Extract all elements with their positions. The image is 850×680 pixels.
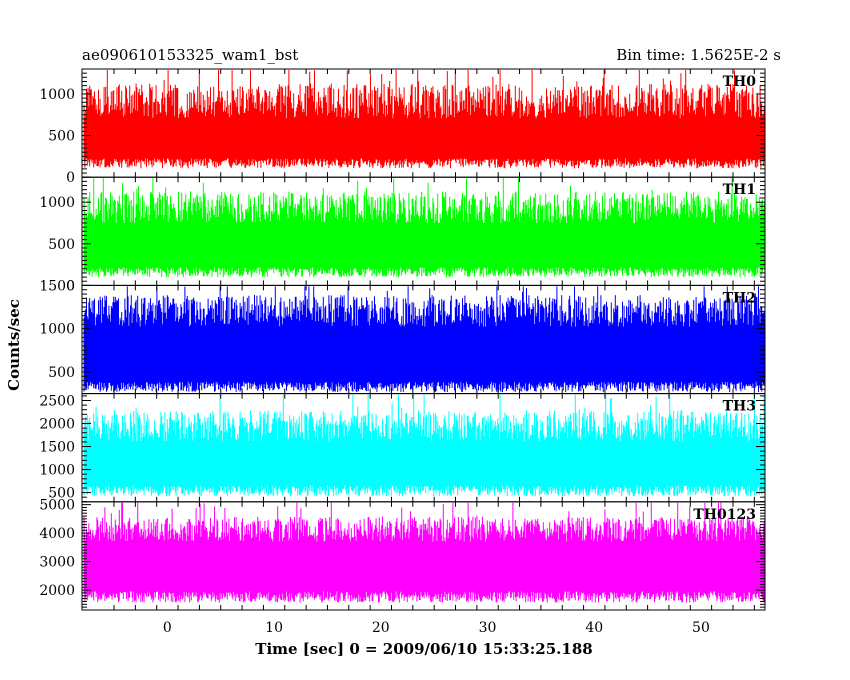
panel-label-th0123: TH0123 — [693, 507, 756, 523]
y-tick-label: 500 — [48, 365, 75, 381]
x-tick-label: 20 — [372, 620, 390, 636]
y-tick-label: 2500 — [39, 394, 75, 410]
panels-group: 0 500 1000 TH0 0 500 1000 TH1 500 1000 1500 TH2 500 1… — [39, 68, 766, 611]
x-tick-label: 0 — [163, 620, 172, 636]
series-noise-th0123 — [83, 502, 766, 603]
y-axis-label: Counts/sec — [5, 299, 23, 391]
panel-label-th1: TH1 — [723, 182, 756, 198]
series-th3 — [83, 394, 766, 497]
panel-th2: 500 1000 1500 TH2 — [39, 278, 766, 395]
bin-time-label: Bin time: 1.5625E-2 s — [616, 46, 781, 64]
x-tick-label: 30 — [479, 620, 497, 636]
series-noise-th1 — [83, 178, 766, 278]
y-tick-label: 2000 — [39, 417, 75, 433]
y-tick-label: 0 — [66, 278, 75, 294]
y-tick-label: 1000 — [39, 87, 75, 103]
y-tick-label: 4000 — [39, 526, 75, 542]
x-tick-label: 10 — [265, 620, 283, 636]
panel-label-th0: TH0 — [723, 74, 757, 90]
y-tick-label: 1500 — [39, 440, 75, 456]
series-th2 — [83, 286, 766, 392]
series-noise-th0 — [83, 70, 766, 169]
series-th0 — [83, 70, 766, 169]
y-tick-label: 1000 — [39, 322, 75, 338]
y-tick-label: 1000 — [39, 463, 75, 479]
y-tick-label: 1000 — [39, 195, 75, 211]
y-tick-label: 3000 — [39, 555, 75, 571]
x-axis-label: Time [sec] 0 = 2009/06/10 15:33:25.188 — [255, 640, 592, 658]
y-tick-label: 2000 — [39, 583, 75, 599]
panel-label-th3: TH3 — [723, 399, 756, 415]
series-noise-th2 — [83, 286, 766, 392]
series-th1 — [83, 178, 766, 278]
y-tick-label: 0 — [66, 170, 75, 186]
panel-th0: 0 500 1000 TH0 — [39, 68, 766, 186]
series-noise-th3 — [83, 394, 766, 497]
y-tick-label: 500 — [48, 129, 75, 145]
x-axis: 0 10 20 30 40 50 — [163, 620, 710, 636]
series-th0123 — [83, 502, 766, 603]
panel-label-th2: TH2 — [723, 290, 756, 306]
y-tick-label: 5000 — [39, 498, 75, 514]
y-tick-label: 500 — [48, 237, 75, 253]
x-tick-label: 40 — [585, 620, 603, 636]
y-tick-label: 1500 — [39, 278, 75, 294]
panel-th1: 0 500 1000 TH1 — [39, 176, 766, 294]
panel-th0123: 2000 3000 4000 5000 TH0123 — [39, 498, 766, 611]
panel-th3: 500 1000 1500 2000 2500 TH3 — [39, 393, 766, 503]
x-tick-label: 50 — [692, 620, 710, 636]
chart-title: ae090610153325_wam1_bst — [82, 46, 298, 64]
y-tick-label: 500 — [48, 486, 75, 502]
